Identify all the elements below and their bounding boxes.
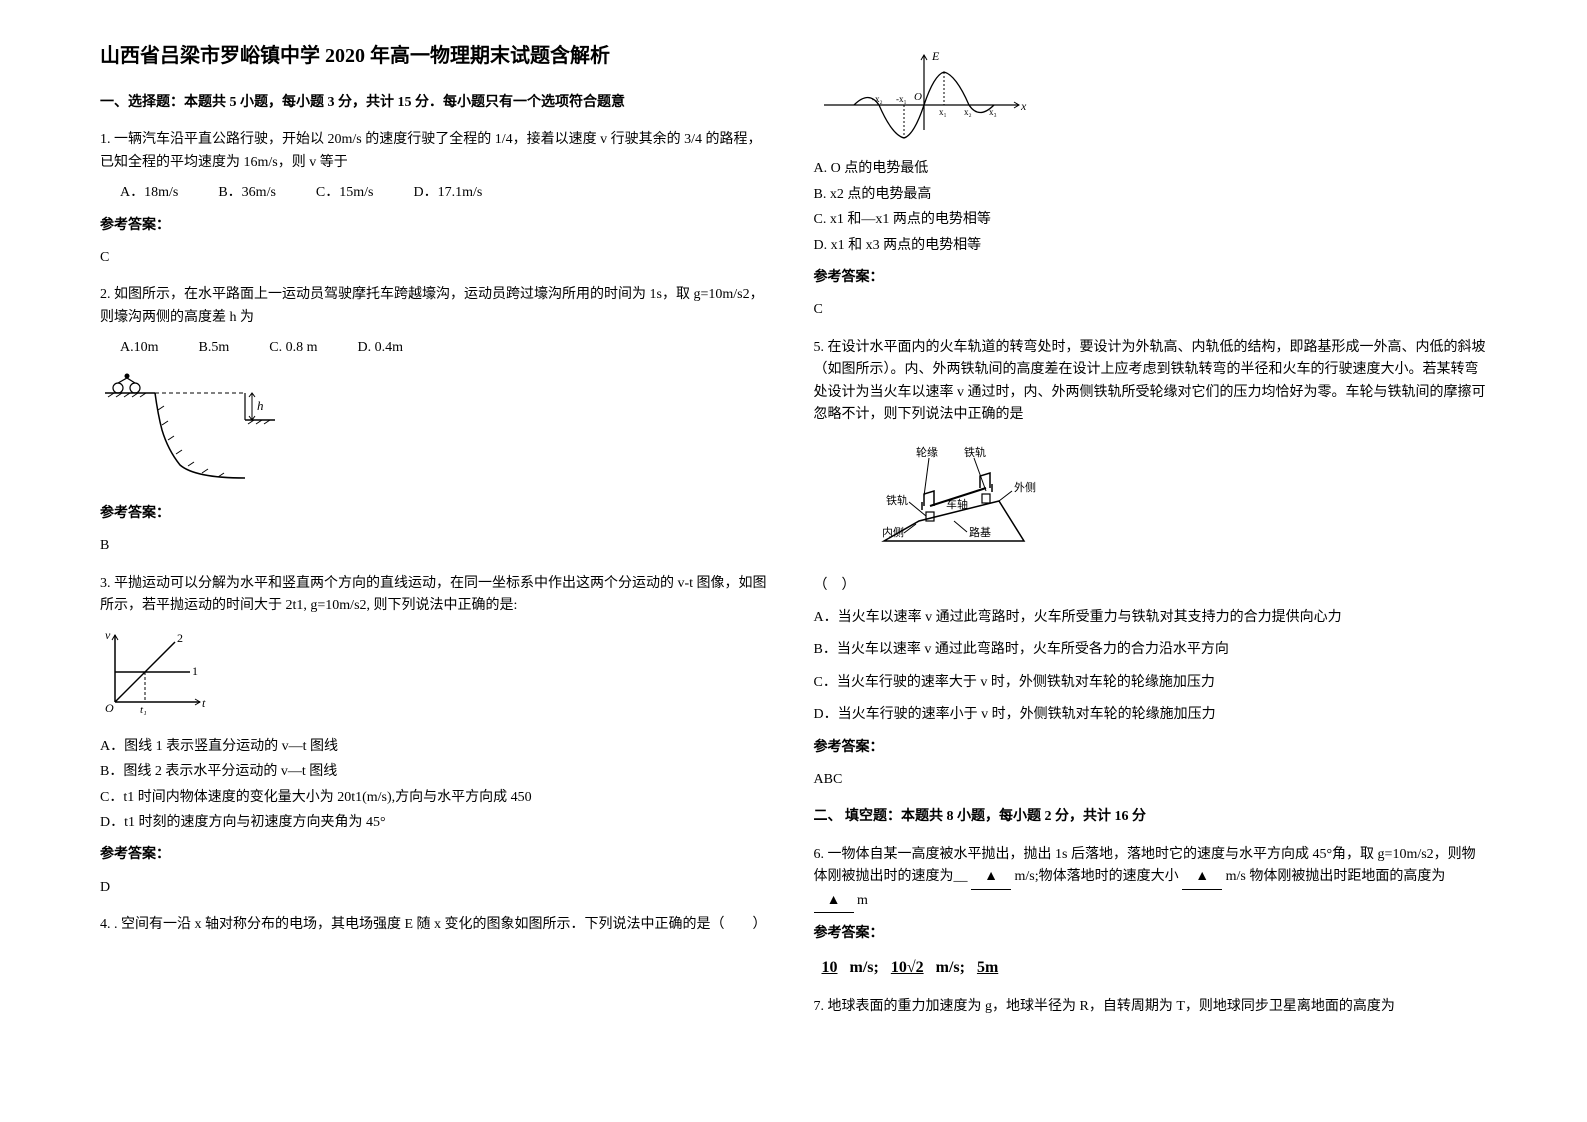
q6-ans1: 10 <box>822 959 838 976</box>
q5-outer-label: 外侧 <box>1014 481 1036 494</box>
q4-opt-b: B. x2 点的电势最高 <box>814 184 1488 206</box>
q2-h-label: h <box>257 398 264 413</box>
q4-answer-label: 参考答案： <box>814 267 1488 289</box>
q2-options: A.10m B.5m C. 0.8 m D. 0.4m <box>120 337 774 359</box>
q4-nx2-label: -x₂ <box>872 94 883 104</box>
q3-opt-b: B．图线 2 表示水平分运动的 v—t 图线 <box>100 761 774 783</box>
q3-O-label: O <box>105 701 114 715</box>
q6-text4: m <box>857 893 868 908</box>
q6-text: 6. 一物体自某一高度被水平抛出，抛出 1s 后落地，落地时它的速度与水平方向成… <box>814 844 1488 913</box>
q4-text: 4. . 空间有一沿 x 轴对称分布的电场，其电场强度 E 随 x 变化的图象如… <box>100 914 774 936</box>
q3-t1-label: t₁ <box>140 704 147 716</box>
question-5: 5. 在设计水平面内的火车轨道的转弯处时，要设计为外轨高、内轨低的结构，即路基形… <box>814 337 1488 792</box>
question-6: 6. 一物体自某一高度被水平抛出，抛出 1s 后落地，落地时它的速度与水平方向成… <box>814 844 1488 981</box>
q4-x2-label: x₂ <box>964 107 972 117</box>
q6-ans2: 10√2 <box>891 959 924 976</box>
q2-opt-a: A.10m <box>120 337 159 359</box>
q5-rail-label: 铁轨 <box>964 445 986 459</box>
q1-opt-d: D．17.1m/s <box>414 182 483 204</box>
q1-text: 1. 一辆汽车沿平直公路行驶，开始以 20m/s 的速度行驶了全程的 1/4，接… <box>100 129 774 174</box>
q2-diagram: h <box>100 370 774 493</box>
q4-x1-label: x₁ <box>939 107 947 117</box>
q3-opt-d: D．t1 时刻的速度方向与初速度方向夹角为 45° <box>100 812 774 834</box>
section-2-header: 二、 填空题：本题共 8 小题，每小题 2 分，共计 16 分 <box>814 806 1488 828</box>
q6-ansunit1: m/s; <box>850 959 879 976</box>
q5-inner-label: 内侧 <box>882 525 904 539</box>
q5-axle-label: 车轴 <box>946 497 968 511</box>
q5-opt-a: A．当火车以速率 v 通过此弯路时，火车所受重力与铁轨对其支持力的合力提供向心力 <box>814 607 1488 629</box>
q5-text: 5. 在设计水平面内的火车轨道的转弯处时，要设计为外轨高、内轨低的结构，即路基形… <box>814 337 1488 427</box>
q1-opt-b: B．36m/s <box>218 182 276 204</box>
q1-opt-c: C．15m/s <box>316 182 374 204</box>
q6-answer-label: 参考答案： <box>814 923 1488 945</box>
q6-text2: m/s;物体落地时的速度大小 <box>1015 869 1183 884</box>
q5-opt-d: D．当火车行驶的速率小于 v 时，外侧铁轨对车轮的轮缘施加压力 <box>814 704 1488 726</box>
q3-1-label: 1 <box>192 664 198 678</box>
q5-wheel-label: 轮缘 <box>916 445 938 459</box>
q6-blank1: ▲ <box>971 866 1011 889</box>
q4-opt-c: C. x1 和—x1 两点的电势相等 <box>814 209 1488 231</box>
q6-ansunit2: m/s; <box>936 959 965 976</box>
q3-text: 3. 平抛运动可以分解为水平和竖直两个方向的直线运动，在同一坐标系中作出这两个分… <box>100 573 774 618</box>
q3-opt-c: C．t1 时间内物体速度的变化量大小为 20t1(m/s),方向与水平方向成 4… <box>100 787 774 809</box>
q5-opt-c: C．当火车行驶的速率大于 v 时，外侧铁轨对车轮的轮缘施加压力 <box>814 672 1488 694</box>
question-1: 1. 一辆汽车沿平直公路行驶，开始以 20m/s 的速度行驶了全程的 1/4，接… <box>100 129 774 269</box>
exam-title: 山西省吕梁市罗峪镇中学 2020 年高一物理期末试题含解析 <box>100 40 774 72</box>
q3-v-label: v <box>105 628 111 642</box>
q5-rail2-label: 铁轨 <box>886 493 908 507</box>
question-4-options: A. O 点的电势最低 B. x2 点的电势最高 C. x1 和—x1 两点的电… <box>814 158 1488 321</box>
q2-opt-d: D. 0.4m <box>357 337 403 359</box>
right-column: E O x -x₂ -x₁ x₁ x₂ x₃ A. O 点的电势最低 B. <box>814 40 1488 1033</box>
q4-opt-a: A. O 点的电势最低 <box>814 158 1488 180</box>
q1-opt-a: A．18m/s <box>120 182 178 204</box>
q2-opt-c: C. 0.8 m <box>269 337 317 359</box>
q4-x3-label: x₃ <box>989 107 997 117</box>
q4-opt-d: D. x1 和 x3 两点的电势相等 <box>814 235 1488 257</box>
q6-answer: 10 m/s; 10√2 m/s; 5m <box>814 955 1488 981</box>
q5-answer: ABC <box>814 769 1488 791</box>
q1-answer: C <box>100 247 774 269</box>
q5-base-label: 路基 <box>969 526 991 539</box>
q2-answer-label: 参考答案： <box>100 503 774 525</box>
q4-diagram: E O x -x₂ -x₁ x₁ x₂ x₃ <box>814 50 1488 148</box>
q1-answer-label: 参考答案： <box>100 215 774 237</box>
q6-ans3: 5m <box>977 959 998 976</box>
q3-answer: D <box>100 877 774 899</box>
q4-x-label: x <box>1020 99 1027 113</box>
q5-diagram: 轮缘 铁轨 铁轨 外侧 车轴 内侧 路基 <box>854 436 1488 564</box>
q3-answer-label: 参考答案： <box>100 844 774 866</box>
q1-options: A．18m/s B．36m/s C．15m/s D．17.1m/s <box>120 182 774 204</box>
q7-text: 7. 地球表面的重力加速度为 g，地球半径为 R，自转周期为 T，则地球同步卫星… <box>814 996 1488 1018</box>
section-1-header: 一、选择题：本题共 5 小题，每小题 3 分，共计 15 分．每小题只有一个选项… <box>100 92 774 114</box>
q5-opt-b: B．当火车以速率 v 通过此弯路时，火车所受各力的合力沿水平方向 <box>814 639 1488 661</box>
q3-opt-a: A．图线 1 表示竖直分运动的 v—t 图线 <box>100 736 774 758</box>
q4-O-label: O <box>914 91 922 103</box>
question-2: 2. 如图所示，在水平路面上一运动员驾驶摩托车跨越壕沟，运动员跨过壕沟所用的时间… <box>100 284 774 557</box>
question-3: 3. 平抛运动可以分解为水平和竖直两个方向的直线运动，在同一坐标系中作出这两个分… <box>100 573 774 900</box>
q6-blank3: ▲ <box>814 890 854 913</box>
q2-text: 2. 如图所示，在水平路面上一运动员驾驶摩托车跨越壕沟，运动员跨过壕沟所用的时间… <box>100 284 774 329</box>
q2-answer: B <box>100 535 774 557</box>
q3-2-label: 2 <box>177 631 183 645</box>
q3-t-label: t <box>202 696 206 710</box>
question-4-text: 4. . 空间有一沿 x 轴对称分布的电场，其电场强度 E 随 x 变化的图象如… <box>100 914 774 936</box>
q5-answer-label: 参考答案： <box>814 737 1488 759</box>
q4-nx1-label: -x₁ <box>896 94 907 104</box>
left-column: 山西省吕梁市罗峪镇中学 2020 年高一物理期末试题含解析 一、选择题：本题共 … <box>100 40 774 1033</box>
q4-answer: C <box>814 299 1488 321</box>
q2-opt-b: B.5m <box>199 337 230 359</box>
q6-text3: m/s 物体刚被抛出时距地面的高度为 <box>1226 869 1446 884</box>
q6-blank2: ▲ <box>1182 866 1222 889</box>
q5-bracket: （ ） <box>814 575 1488 597</box>
question-7: 7. 地球表面的重力加速度为 g，地球半径为 R，自转周期为 T，则地球同步卫星… <box>814 996 1488 1018</box>
q4-E-label: E <box>931 50 940 63</box>
q3-diagram: v O t 1 2 t₁ <box>100 627 774 725</box>
